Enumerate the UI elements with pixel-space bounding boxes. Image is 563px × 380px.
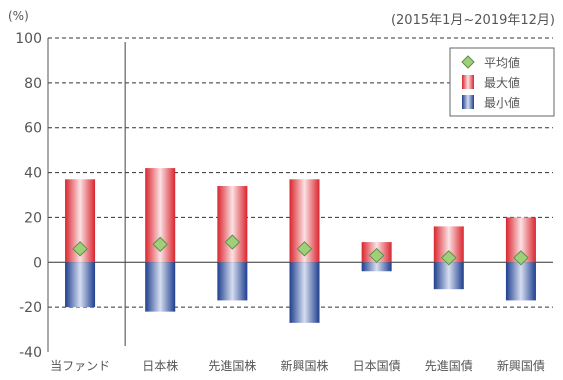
avg-marker <box>513 250 529 266</box>
y-tick-label: -20 <box>19 300 42 316</box>
avg-marker <box>441 250 457 266</box>
avg-marker <box>296 241 313 257</box>
min-bar <box>433 262 464 290</box>
legend-avg-swatch <box>461 55 475 69</box>
y-tick-label: 100 <box>15 31 42 47</box>
y-tick-label: 20 <box>24 210 42 226</box>
min-bar <box>361 262 392 272</box>
y-tick-label: 40 <box>24 166 42 182</box>
x-tick-label: 当ファンド <box>50 359 110 373</box>
x-tick-label: 先進国株 <box>208 358 256 373</box>
x-tick-label: 日本国債 <box>353 358 401 373</box>
min-bar <box>145 262 176 312</box>
y-tick-label: 80 <box>24 76 42 92</box>
min-bar <box>217 262 248 301</box>
min-bar <box>289 262 320 323</box>
x-tick-label: 新興国債 <box>497 358 545 373</box>
legend-label: 最大値 <box>484 75 520 90</box>
avg-marker <box>368 247 385 264</box>
x-tick-label: 日本株 <box>142 358 178 373</box>
avg-marker <box>72 241 88 257</box>
x-tick-label: 先進国債 <box>425 358 473 373</box>
y-tick-label: -40 <box>19 345 42 361</box>
x-tick-label: 新興国株 <box>280 358 328 373</box>
legend-max-swatch <box>462 75 474 89</box>
y-tick-label: 60 <box>24 121 42 137</box>
avg-marker <box>152 236 168 253</box>
y-tick-label: 0 <box>33 255 42 271</box>
legend-min-swatch <box>462 95 474 109</box>
avg-marker <box>224 234 241 250</box>
min-bar <box>65 262 96 308</box>
max-bar <box>217 186 248 263</box>
y-axis-unit-label: (%) <box>8 9 29 23</box>
min-bar <box>505 262 536 301</box>
period-label: (2015年1月~2019年12月) <box>391 13 555 28</box>
legend-label: 平均値 <box>484 55 520 70</box>
legend-label: 最小値 <box>484 95 520 110</box>
